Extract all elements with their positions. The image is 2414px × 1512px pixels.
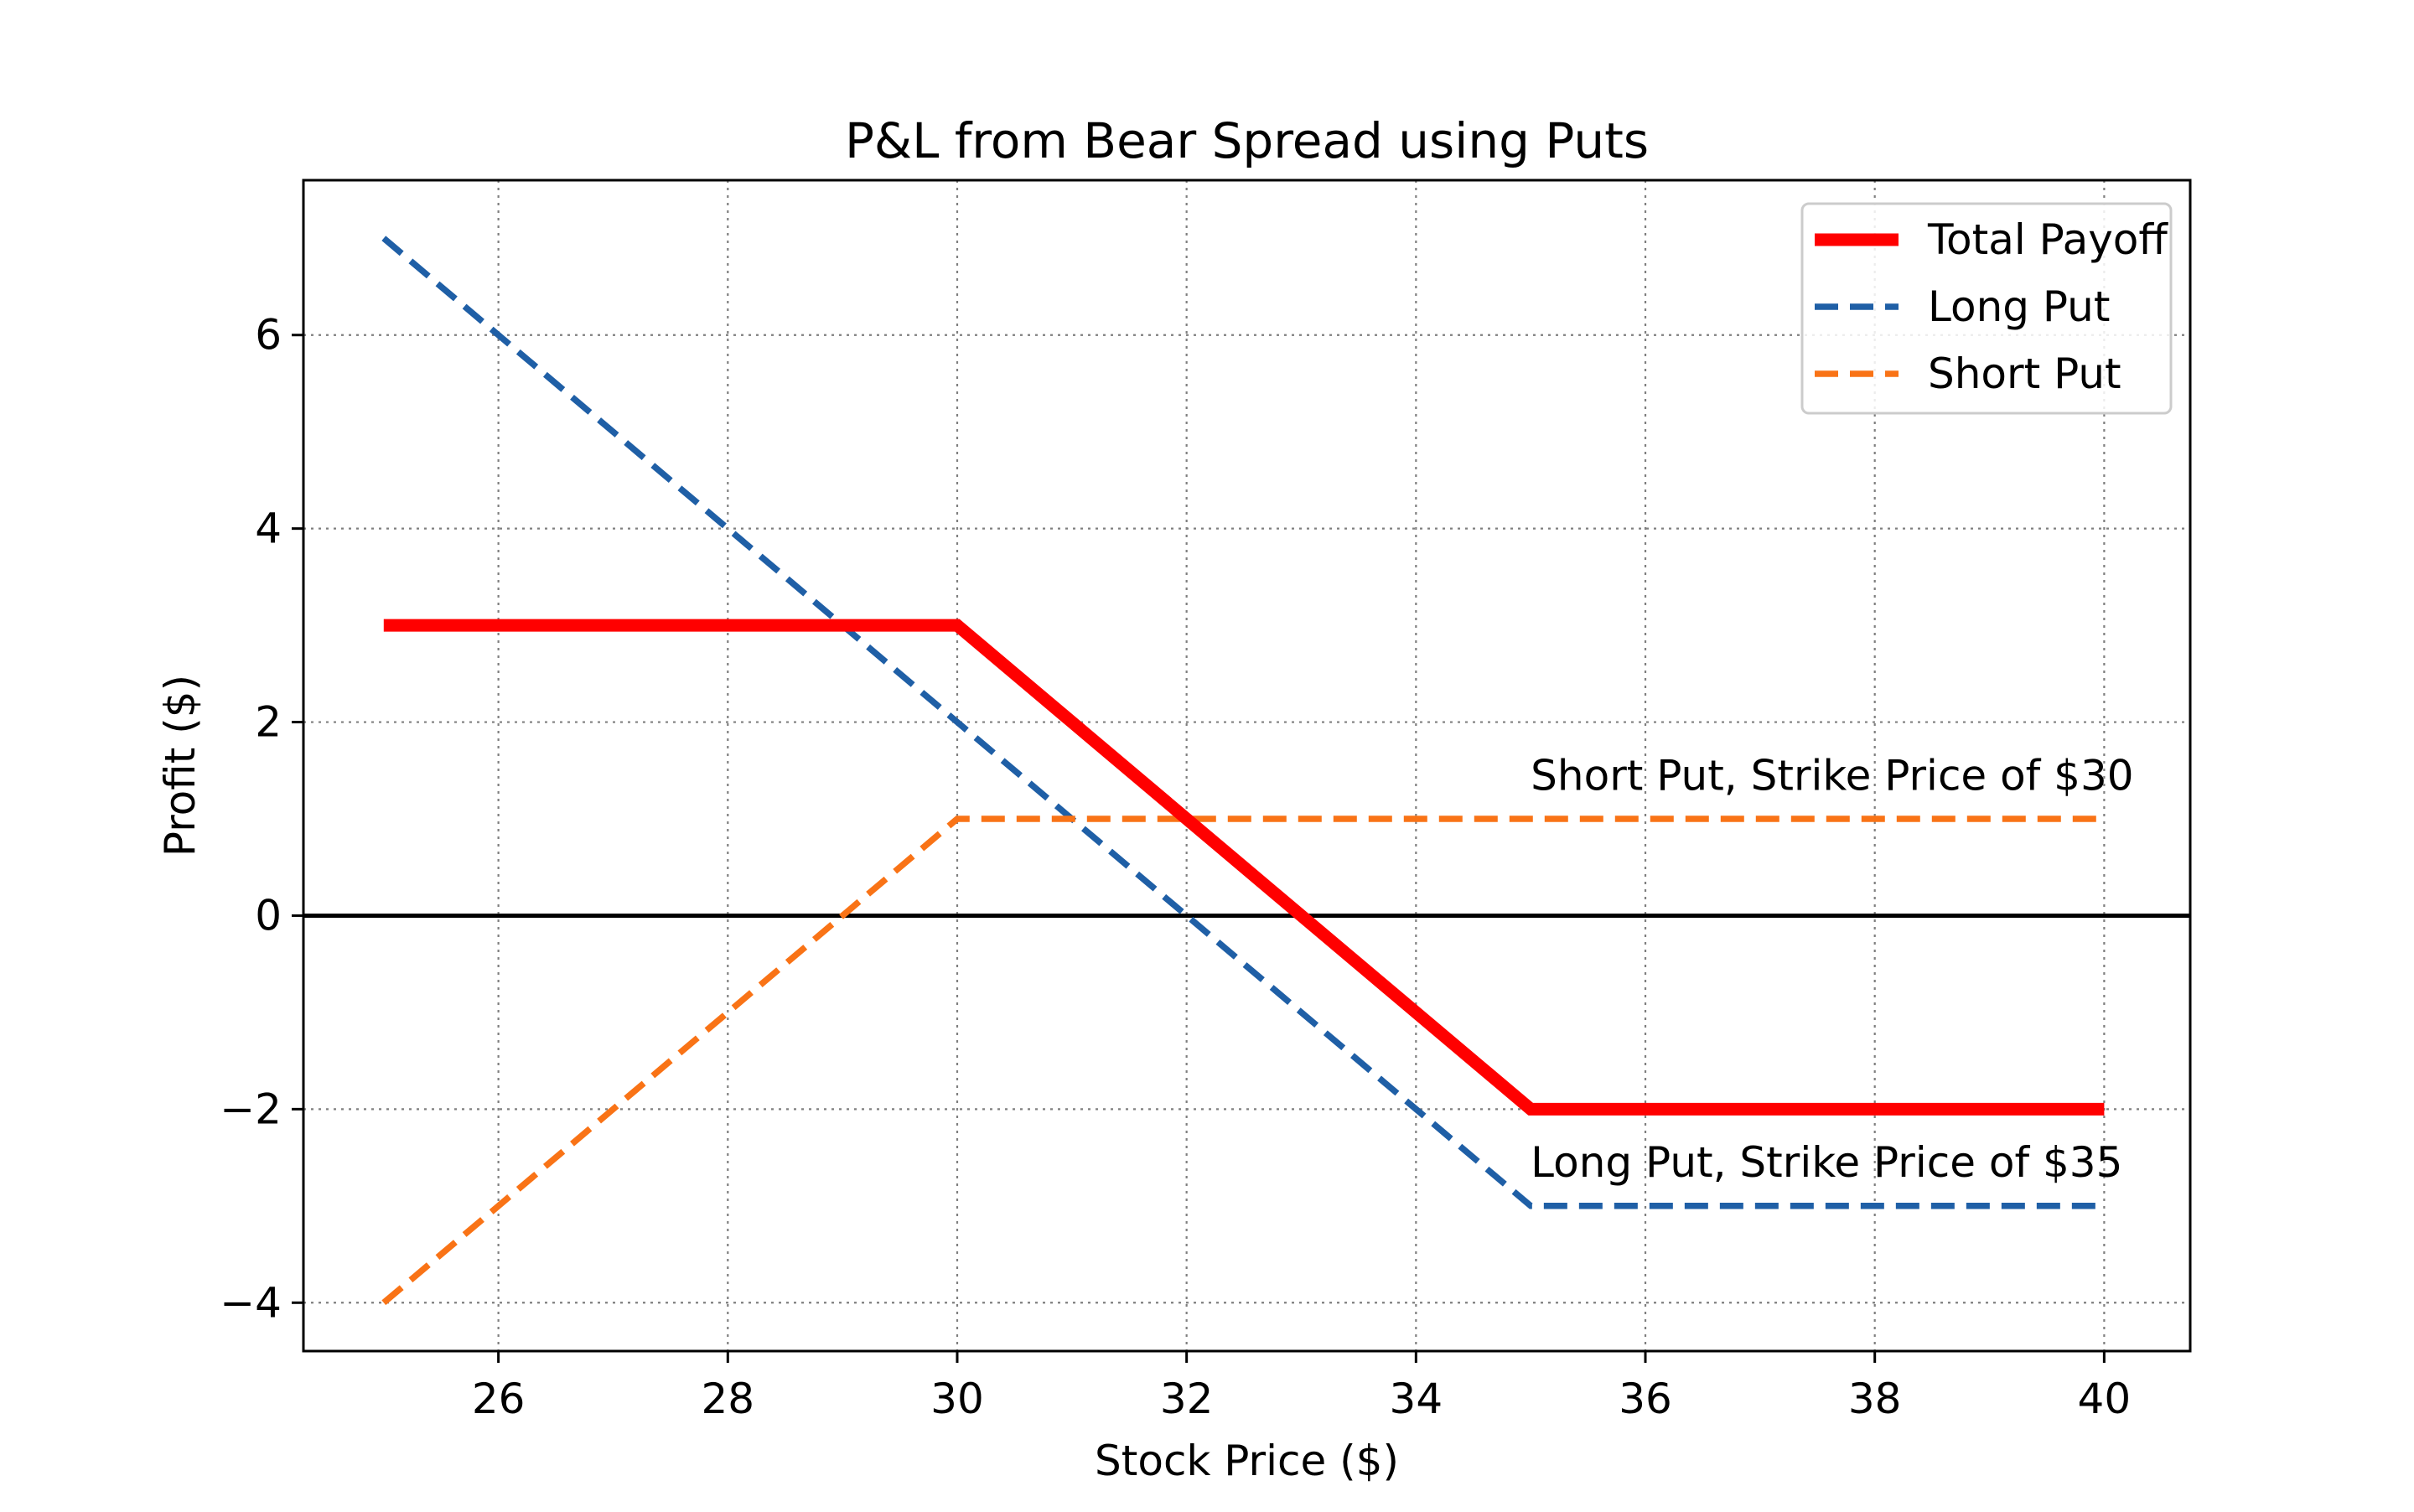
y-axis-label: Profit ($) [156, 675, 205, 857]
legend: Total Payoff Long Put Short Put [1800, 202, 2173, 415]
x-tick-label: 36 [1619, 1375, 1672, 1423]
x-tick-label: 28 [701, 1375, 754, 1423]
series-line-short-put [381, 816, 2105, 1306]
y-tick-label: 4 [255, 505, 282, 553]
series-layer [381, 236, 2105, 1306]
chart-title: P&L from Bear Spread using Puts [845, 112, 1649, 169]
x-tick-label: 32 [1160, 1375, 1214, 1423]
ticks-layer: 26 28 30 32 34 36 38 40 −4 −2 0 2 4 6 [220, 311, 2131, 1423]
legend-entries: Total Payoff Long Put Short Put [1815, 215, 2168, 398]
x-tick-label: 40 [2078, 1375, 2132, 1423]
legend-label: Long Put [1928, 282, 2110, 331]
y-tick-label: 0 [255, 891, 282, 940]
series-line-long-put [381, 236, 2105, 1209]
x-tick-label: 26 [472, 1375, 526, 1423]
annotation-long-put-strike: Long Put, Strike Price of $35 [1531, 1138, 2122, 1187]
y-tick-label: 6 [255, 311, 282, 360]
x-tick-label: 30 [930, 1375, 984, 1423]
annotation-short-put-strike: Short Put, Strike Price of $30 [1531, 751, 2133, 800]
y-tick-label: −2 [220, 1085, 282, 1133]
y-tick-label: 2 [255, 698, 282, 747]
x-axis-label: Stock Price ($) [1095, 1437, 1399, 1485]
legend-box [1800, 202, 2173, 415]
plot-frame [302, 179, 2192, 1353]
x-tick-label: 34 [1390, 1375, 1443, 1423]
x-tick-label: 38 [1848, 1375, 1902, 1423]
y-tick-label: −4 [220, 1278, 282, 1327]
legend-label: Total Payoff [1927, 215, 2168, 264]
legend-label: Short Put [1928, 350, 2121, 398]
series-line-total-payoff [383, 619, 2105, 1116]
